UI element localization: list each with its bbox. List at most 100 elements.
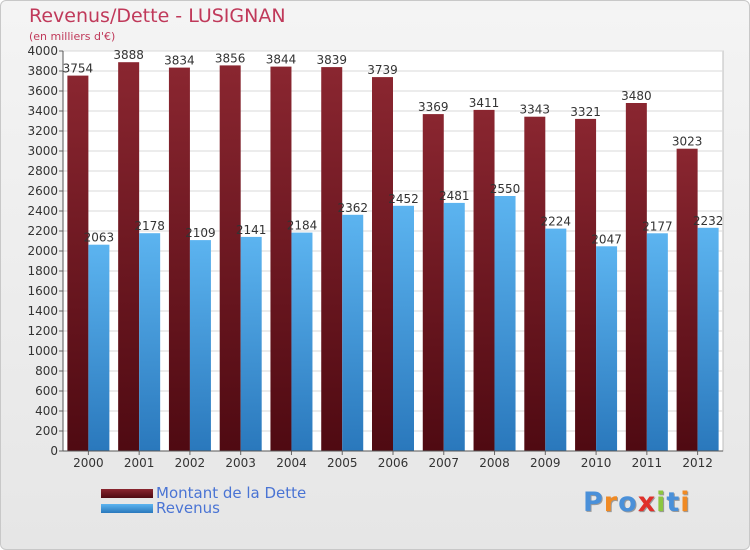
legend-swatch-debt xyxy=(101,489,153,498)
bar-revenue xyxy=(240,236,262,451)
data-label-revenue: 2109 xyxy=(185,226,216,240)
bar-debt xyxy=(67,75,89,451)
bar-revenue xyxy=(393,205,414,451)
data-label-debt: 3411 xyxy=(469,96,500,110)
logo-letter: P xyxy=(583,487,604,518)
y-tick-label: 1600 xyxy=(27,284,58,298)
y-tick-label: 3800 xyxy=(27,64,58,78)
proxiti-logo: Proxiti xyxy=(583,487,691,518)
data-label-revenue: 2047 xyxy=(591,232,622,246)
data-label-revenue: 2063 xyxy=(84,231,115,245)
data-label-revenue: 2177 xyxy=(642,219,673,233)
bar-revenue xyxy=(596,246,618,451)
bar-debt xyxy=(625,103,647,451)
y-tick-label: 1200 xyxy=(27,324,58,338)
data-label-debt: 3369 xyxy=(418,100,449,114)
data-label-revenue: 2178 xyxy=(134,219,165,233)
logo-letter: t xyxy=(666,487,681,518)
bar-debt xyxy=(321,67,343,451)
data-label-revenue: 2362 xyxy=(337,201,368,215)
logo-letter: i xyxy=(656,487,667,518)
y-tick-label: 4000 xyxy=(27,44,58,58)
data-label-debt: 3023 xyxy=(672,135,703,149)
logo-letter: r xyxy=(603,487,619,518)
bar-debt xyxy=(575,118,597,452)
x-tick-label: 2005 xyxy=(327,456,358,470)
y-tick-label: 2600 xyxy=(27,184,58,198)
data-label-debt: 3754 xyxy=(63,62,94,76)
data-label-debt: 3321 xyxy=(570,105,601,119)
y-tick-label: 2400 xyxy=(27,204,58,218)
bar-revenue xyxy=(189,240,211,451)
bar-revenue xyxy=(88,244,110,451)
logo-letter: i xyxy=(680,487,691,518)
y-tick-label: 1000 xyxy=(27,344,58,358)
bar-revenue xyxy=(443,202,465,451)
bar-revenue xyxy=(697,227,719,451)
axes: 0 200 400 600 800 1000 1200 1400 1600 1800 2000 220… xyxy=(27,44,723,470)
bars xyxy=(67,62,719,452)
data-labels: 3754 2063 3888 2178 3834 2109 3856 2141 3844 2184… xyxy=(63,48,724,246)
x-tick-label: 2001 xyxy=(124,456,155,470)
chart-title: Revenus/Dette - LUSIGNAN xyxy=(29,5,286,27)
data-label-debt: 3834 xyxy=(164,54,195,68)
bar-revenue xyxy=(291,232,313,451)
x-tick-label: 2010 xyxy=(581,456,612,470)
y-tick-label: 3000 xyxy=(27,144,58,158)
bar-debt xyxy=(676,148,698,451)
data-label-debt: 3844 xyxy=(266,53,297,67)
data-label-debt: 3739 xyxy=(367,63,398,77)
data-label-debt: 3343 xyxy=(520,103,551,117)
y-tick-label: 0 xyxy=(50,444,58,458)
bar-debt xyxy=(422,114,444,451)
bar-revenue xyxy=(494,196,516,451)
data-label-debt: 3839 xyxy=(316,53,347,67)
y-tick-label: 200 xyxy=(35,424,58,438)
data-label-debt: 3480 xyxy=(621,89,652,103)
bar-debt xyxy=(219,65,241,452)
bar-debt xyxy=(168,67,190,451)
data-label-revenue: 2184 xyxy=(287,219,318,233)
legend-label-revenue: Revenus xyxy=(156,499,220,517)
x-tick-label: 2004 xyxy=(276,456,307,470)
x-tick-label: 2009 xyxy=(530,456,561,470)
bar-debt xyxy=(524,116,546,451)
x-tick-label: 2003 xyxy=(225,456,256,470)
y-tick-label: 3200 xyxy=(27,124,58,138)
bar-revenue xyxy=(646,233,668,451)
data-label-revenue: 2481 xyxy=(439,189,470,203)
data-label-debt: 3888 xyxy=(113,48,144,62)
x-tick-label: 2000 xyxy=(73,456,104,470)
bar-revenue xyxy=(139,233,161,451)
y-tick-label: 800 xyxy=(35,364,58,378)
x-tick-label: 2006 xyxy=(378,456,409,470)
bar-debt xyxy=(473,109,495,452)
bar-debt xyxy=(372,77,393,451)
y-tick-label: 600 xyxy=(35,384,58,398)
chart-subtitle: (en milliers d'€) xyxy=(29,30,116,43)
legend-swatch-revenue xyxy=(101,504,153,513)
x-tick-label: 2002 xyxy=(175,456,206,470)
bar-revenue xyxy=(342,214,364,451)
data-label-debt: 3856 xyxy=(215,51,246,65)
x-tick-label: 2011 xyxy=(632,456,663,470)
x-tick-label: 2007 xyxy=(428,456,459,470)
bar-revenue xyxy=(545,228,567,451)
bar-debt xyxy=(270,66,292,451)
y-tick-label: 3600 xyxy=(27,84,58,98)
y-tick-label: 1800 xyxy=(27,264,58,278)
y-tick-label: 400 xyxy=(35,404,58,418)
bar-debt xyxy=(118,62,140,451)
data-label-revenue: 2141 xyxy=(236,223,267,237)
data-label-revenue: 2452 xyxy=(388,192,419,206)
y-tick-label: 2000 xyxy=(27,244,58,258)
logo-letter: o xyxy=(618,487,638,518)
legend-label-debt: Montant de la Dette xyxy=(156,484,307,502)
data-label-revenue: 2224 xyxy=(541,215,572,229)
y-tick-label: 2800 xyxy=(27,164,58,178)
x-tick-label: 2012 xyxy=(682,456,713,470)
logo-letter: x xyxy=(637,487,657,518)
data-label-revenue: 2232 xyxy=(693,214,724,228)
data-label-revenue: 2550 xyxy=(490,182,521,196)
